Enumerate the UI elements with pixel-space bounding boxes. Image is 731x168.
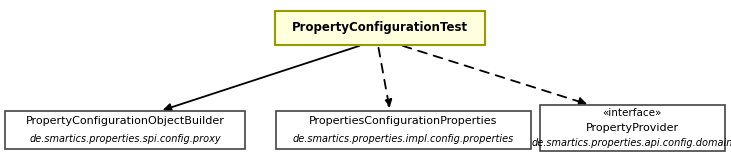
- Text: PropertyConfigurationTest: PropertyConfigurationTest: [292, 22, 468, 34]
- Bar: [539, 105, 724, 151]
- Bar: [276, 111, 531, 149]
- Bar: [5, 111, 245, 149]
- Text: PropertyProvider: PropertyProvider: [586, 123, 678, 133]
- Bar: [275, 11, 485, 45]
- Text: PropertiesConfigurationProperties: PropertiesConfigurationProperties: [308, 116, 497, 125]
- Text: de.smartics.properties.spi.config.proxy: de.smartics.properties.spi.config.proxy: [29, 135, 221, 144]
- Text: «interface»: «interface»: [602, 108, 662, 118]
- Text: de.smartics.properties.impl.config.properties: de.smartics.properties.impl.config.prope…: [292, 135, 514, 144]
- Text: de.smartics.properties.api.config.domain: de.smartics.properties.api.config.domain: [531, 138, 731, 148]
- Text: PropertyConfigurationObjectBuilder: PropertyConfigurationObjectBuilder: [26, 116, 224, 125]
